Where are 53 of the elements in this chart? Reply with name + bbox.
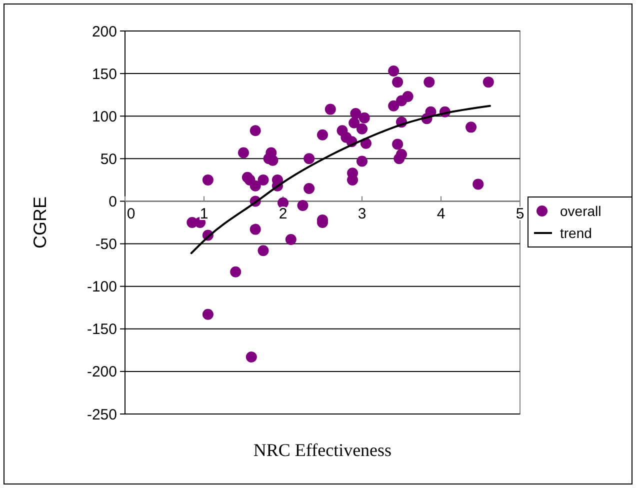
legend-label: overall	[560, 202, 602, 219]
y-tick-label: 50	[100, 150, 117, 168]
legend-label: trend	[560, 224, 592, 241]
point	[285, 234, 296, 246]
point	[297, 200, 308, 211]
x-tick-label: 0	[126, 205, 136, 222]
y-tick-label: -200	[86, 364, 117, 381]
x-tick-label: 5	[516, 205, 524, 222]
point	[392, 138, 404, 150]
x-axis-title: NRC Effectiveness	[253, 440, 392, 460]
point	[348, 117, 360, 128]
x-tick-label: 3	[358, 205, 366, 222]
y-tick-label: -150	[86, 321, 117, 338]
point	[388, 66, 400, 76]
y-tick-label: 200	[92, 23, 117, 40]
y-tick-label: -250	[86, 406, 117, 424]
point	[396, 148, 407, 160]
point	[356, 123, 368, 134]
point	[230, 266, 242, 278]
point	[317, 129, 328, 140]
point	[358, 112, 370, 124]
point	[267, 154, 278, 166]
point	[466, 122, 477, 133]
point	[482, 76, 494, 88]
x-tick-label: 1	[200, 205, 208, 222]
point	[250, 224, 261, 235]
point	[388, 100, 400, 112]
y-tick-label: 150	[92, 66, 117, 83]
point	[304, 182, 315, 194]
point	[402, 91, 414, 102]
point	[424, 76, 435, 88]
y-tick-label: -50	[95, 236, 117, 254]
point	[250, 125, 261, 136]
y-axis-title: CGRE	[30, 196, 50, 249]
point	[356, 156, 368, 167]
point	[250, 180, 261, 192]
point	[304, 153, 315, 164]
point	[202, 174, 214, 186]
point	[392, 76, 404, 88]
point	[246, 351, 257, 362]
y-tick-label: 0	[108, 193, 117, 210]
y-tick-label: 100	[92, 108, 117, 126]
point	[350, 108, 362, 120]
point	[278, 197, 288, 208]
point	[258, 245, 269, 256]
point	[238, 147, 249, 158]
point	[324, 104, 336, 115]
point	[258, 174, 269, 186]
point	[472, 178, 484, 190]
y-tick-label: -100	[86, 278, 117, 296]
x-tick-label: 2	[278, 205, 288, 222]
point	[202, 308, 214, 320]
x-tick-label: 4	[436, 205, 446, 222]
